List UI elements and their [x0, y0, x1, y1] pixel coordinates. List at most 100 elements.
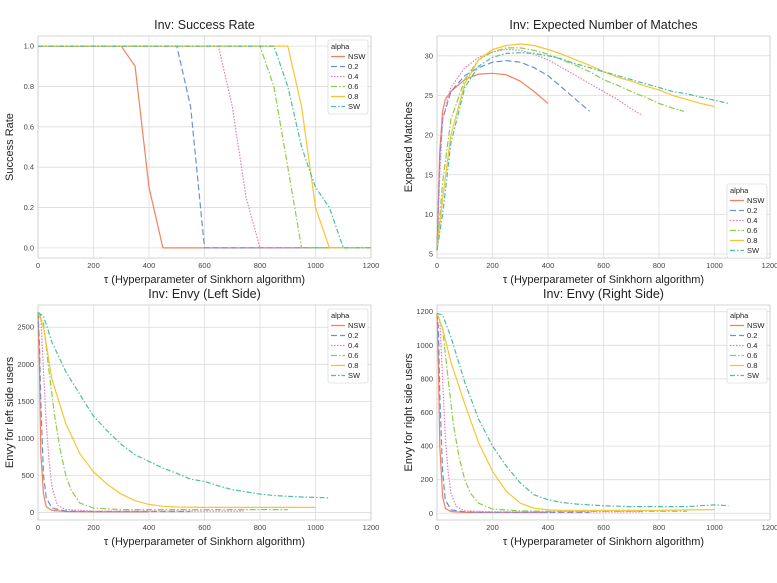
x-tick-label: 1000 — [706, 261, 723, 270]
y-tick-label: 200 — [420, 475, 433, 484]
plot-frame — [436, 35, 771, 259]
legend-box — [726, 183, 768, 259]
legend-title: alpha — [331, 311, 350, 320]
x-tick-label: 1000 — [307, 261, 324, 270]
x-axis-label: τ (Hyperparameter of Sinkhorn algorithm) — [503, 536, 704, 548]
y-tick-label: 0 — [429, 509, 433, 518]
plot-frame — [37, 304, 372, 521]
chart-title: Inv: Envy (Left Side) — [148, 287, 261, 301]
legend-label: 0.8 — [348, 92, 358, 101]
series-line-nsw — [436, 72, 549, 251]
y-tick-label: 1000 — [416, 341, 433, 350]
x-tick-label: 800 — [653, 261, 666, 270]
legend-title: alpha — [331, 42, 350, 51]
legend-label: NSW — [348, 321, 366, 330]
series-line-sw — [436, 52, 729, 251]
legend-label: NSW — [747, 321, 765, 330]
y-tick-label: 0.2 — [24, 203, 34, 212]
y-axis-label: Expected Matches — [403, 101, 415, 192]
series-line-0-8 — [37, 312, 316, 508]
series-line-sw — [37, 311, 330, 499]
y-axis-label: Envy for right side users — [403, 353, 415, 471]
legend-label: 0.2 — [348, 62, 358, 71]
legend-label: NSW — [348, 52, 366, 61]
chart-panel-2: 0 200 400 600 800 1000 1200 5 10 15 20 25 30 Inv: Exp… — [403, 18, 777, 286]
x-tick-label: 1200 — [363, 523, 380, 532]
x-tick-label: 1000 — [307, 523, 324, 532]
series-line-0-8 — [38, 45, 371, 249]
x-tick-label: 400 — [542, 261, 555, 270]
legend-label: SW — [348, 371, 361, 380]
plot-frame — [436, 304, 771, 521]
legend-label: 0.6 — [348, 351, 358, 360]
series-line-sw — [436, 312, 729, 508]
chart-panel-3: 0 200 400 600 800 1000 1200 0 500 1000 1500 2000 250… — [4, 287, 379, 548]
y-tick-label: 2000 — [17, 360, 34, 369]
y-tick-label: 1200 — [416, 307, 433, 316]
x-tick-label: 1000 — [706, 523, 723, 532]
series-line-0-4 — [37, 312, 244, 512]
legend-label: 0.4 — [348, 341, 358, 350]
x-tick-label: 400 — [143, 261, 156, 270]
x-tick-label: 800 — [254, 261, 267, 270]
series-line-0-6 — [436, 313, 687, 512]
x-tick-label: 600 — [198, 523, 211, 532]
legend-label: 0.6 — [348, 82, 358, 91]
y-tick-label: 0.6 — [24, 122, 34, 131]
y-tick-label: 600 — [420, 408, 433, 417]
x-tick-label: 1200 — [363, 261, 380, 270]
y-tick-label: 0.8 — [24, 82, 34, 91]
legend-label: 0.2 — [348, 331, 358, 340]
x-tick-label: 200 — [486, 261, 499, 270]
y-tick-label: 15 — [425, 170, 433, 179]
chart-title: Inv: Expected Number of Matches — [509, 18, 697, 32]
legend-label: NSW — [747, 196, 765, 205]
legend-label: 0.6 — [747, 351, 757, 360]
series-line-0-4 — [436, 313, 643, 513]
x-tick-label: 600 — [597, 523, 610, 532]
x-axis-label: τ (Hyperparameter of Sinkhorn algorithm) — [104, 274, 305, 286]
y-tick-label: 2500 — [17, 323, 34, 332]
y-tick-label: 0.4 — [24, 163, 34, 172]
x-tick-label: 600 — [597, 261, 610, 270]
y-tick-label: 500 — [21, 471, 34, 480]
x-tick-label: 200 — [87, 523, 100, 532]
y-tick-label: 30 — [425, 51, 433, 60]
y-tick-label: 0 — [30, 508, 34, 517]
y-tick-label: 25 — [425, 91, 433, 100]
y-tick-label: 800 — [420, 374, 433, 383]
legend-label: 0.8 — [747, 361, 757, 370]
y-tick-label: 20 — [425, 131, 433, 140]
legend-label: 0.8 — [348, 361, 358, 370]
x-tick-label: 800 — [254, 523, 267, 532]
series-line-0-8 — [436, 313, 715, 511]
x-tick-label: 0 — [435, 523, 439, 532]
x-tick-label: 200 — [87, 261, 100, 270]
plot-frame — [37, 35, 372, 259]
y-tick-label: 10 — [425, 210, 433, 219]
x-tick-label: 0 — [435, 261, 439, 270]
y-tick-label: 1.0 — [24, 42, 34, 51]
x-tick-label: 200 — [486, 523, 499, 532]
series-line-0-2 — [436, 313, 590, 514]
legend-label: SW — [747, 371, 760, 380]
legend-label: 0.2 — [747, 331, 757, 340]
x-tick-label: 0 — [36, 261, 40, 270]
series-line-sw — [38, 45, 371, 249]
legend-title: alpha — [730, 311, 749, 320]
legend-label: SW — [348, 102, 361, 111]
y-tick-label: 0.0 — [24, 243, 34, 252]
series-line-0-4 — [436, 48, 643, 251]
legend-label: 0.4 — [747, 216, 757, 225]
legend-box — [327, 39, 369, 115]
chart-title: Inv: Envy (Right Side) — [543, 287, 664, 301]
series-line-0-6 — [37, 312, 288, 511]
x-tick-label: 0 — [36, 523, 40, 532]
legend-title: alpha — [730, 186, 749, 195]
series-line-0-8 — [436, 43, 715, 251]
